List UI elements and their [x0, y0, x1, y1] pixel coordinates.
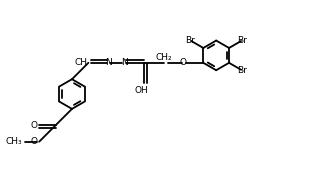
- Text: Br: Br: [185, 36, 195, 45]
- Text: CH₂: CH₂: [155, 53, 172, 62]
- Text: Br: Br: [237, 66, 247, 75]
- Text: O: O: [30, 121, 37, 130]
- Text: N: N: [105, 58, 112, 67]
- Text: CH: CH: [75, 58, 88, 67]
- Text: OH: OH: [134, 86, 148, 95]
- Text: O: O: [31, 137, 38, 146]
- Text: N: N: [121, 58, 128, 67]
- Text: O: O: [180, 58, 187, 67]
- Text: Br: Br: [237, 36, 247, 45]
- Text: CH₃: CH₃: [5, 137, 22, 146]
